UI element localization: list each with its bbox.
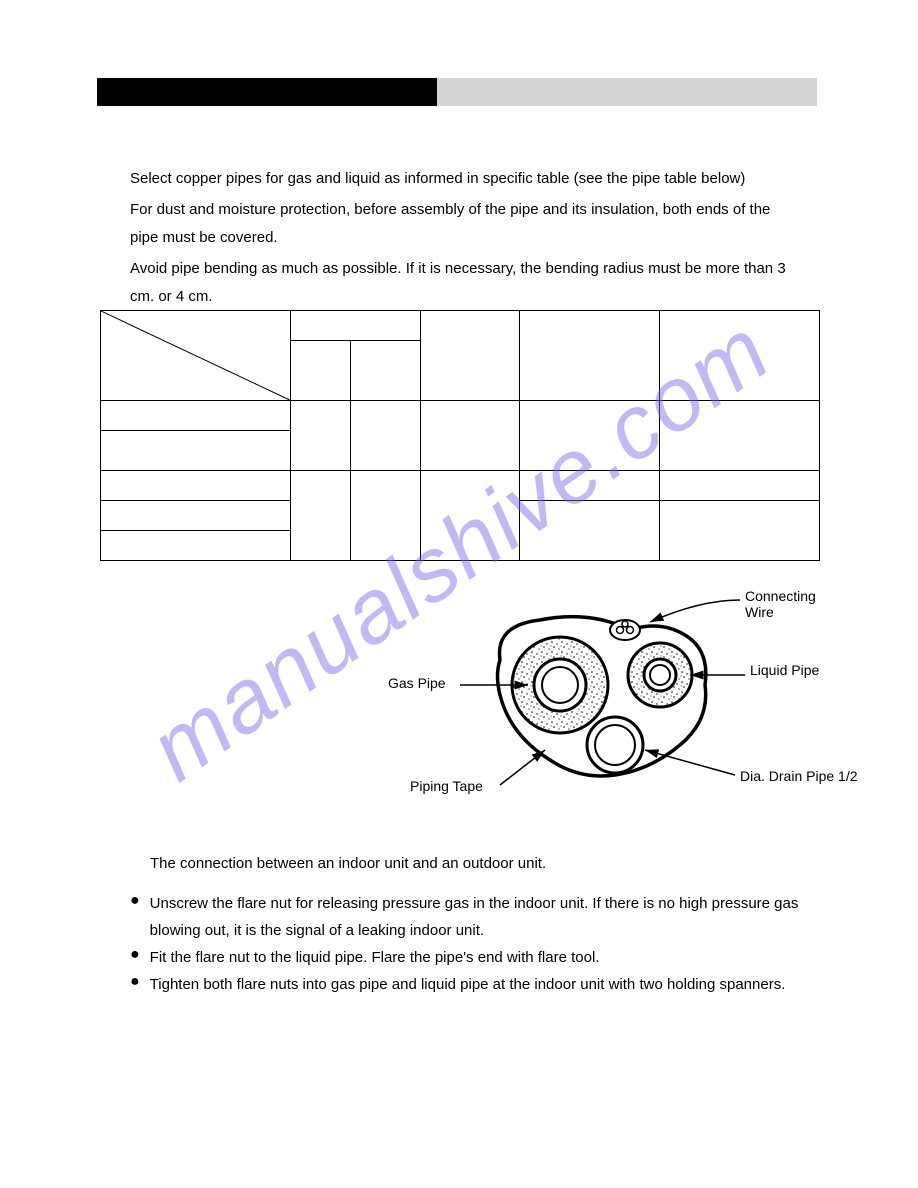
bullet-1-text: Unscrew the flare nut for releasing pres…: [150, 890, 810, 944]
bottom-section: The connection between an indoor unit an…: [130, 855, 810, 998]
bullet-2-text: Fit the flare nut to the liquid pipe. Fl…: [150, 944, 810, 971]
bullet-dot-icon: ●: [130, 944, 140, 966]
paragraph-1: Select copper pipes for gas and liquid a…: [130, 165, 790, 194]
header-gray-section: [437, 78, 817, 106]
label-piping-tape: Piping Tape: [410, 778, 483, 794]
label-gas-pipe: Gas Pipe: [388, 675, 446, 691]
bullet-1: ● Unscrew the flare nut for releasing pr…: [130, 890, 810, 944]
bullet-dot-icon: ●: [130, 890, 140, 912]
paragraph-2: For dust and moisture protection, before…: [130, 196, 790, 253]
pipe-table: [100, 310, 820, 561]
header-bar: [97, 78, 817, 106]
bullet-2: ● Fit the flare nut to the liquid pipe. …: [130, 944, 810, 971]
intro-content: Select copper pipes for gas and liquid a…: [130, 165, 790, 314]
bullet-3-text: Tighten both flare nuts into gas pipe an…: [150, 971, 810, 998]
header-black-section: [97, 78, 437, 106]
paragraph-3: Avoid pipe bending as much as possible. …: [130, 255, 790, 312]
label-connecting-wire: Connecting Wire: [745, 588, 845, 620]
connection-intro: The connection between an indoor unit an…: [150, 855, 810, 872]
label-drain-pipe: Dia. Drain Pipe 1/2: [740, 768, 858, 784]
bullet-3: ● Tighten both flare nuts into gas pipe …: [130, 971, 810, 998]
pipe-diagram: Gas Pipe Liquid Pipe Connecting Wire Pip…: [350, 580, 860, 830]
bullet-dot-icon: ●: [130, 971, 140, 993]
label-liquid-pipe: Liquid Pipe: [750, 662, 820, 678]
diagonal-line: [101, 311, 290, 400]
